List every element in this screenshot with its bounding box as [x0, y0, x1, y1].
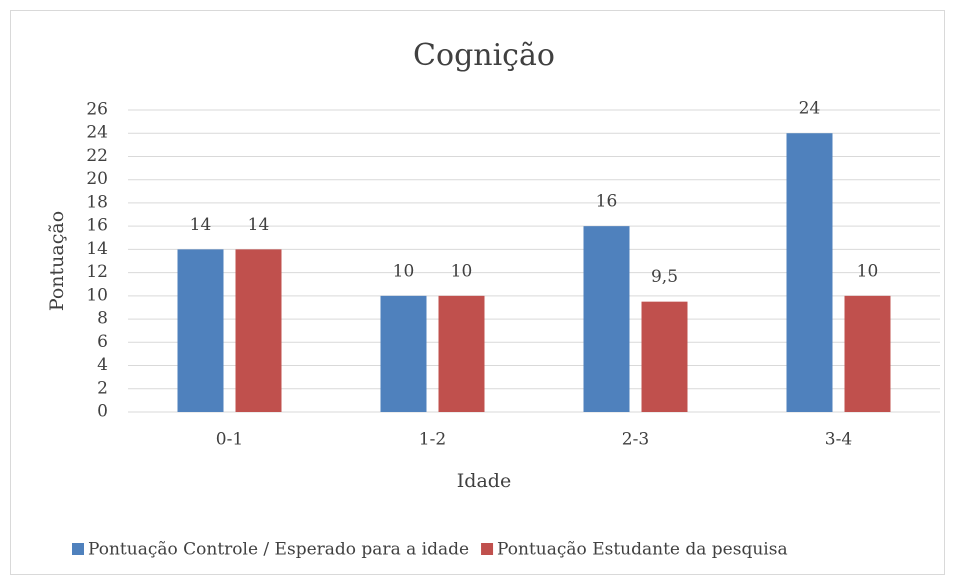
y-tick-label: 24	[86, 123, 108, 143]
y-tick-label: 18	[86, 192, 108, 212]
bar	[177, 249, 224, 412]
bar	[641, 301, 688, 412]
x-tick-label: 0-1	[216, 430, 243, 450]
y-tick-label: 20	[86, 169, 108, 189]
y-tick-label: 6	[97, 332, 108, 352]
x-tick-label: 2-3	[622, 430, 649, 450]
y-tick-label: 12	[86, 262, 108, 282]
y-tick-label: 26	[86, 100, 108, 120]
x-axis-label: Idade	[457, 470, 511, 492]
bar	[844, 295, 891, 412]
y-tick-label: 22	[86, 146, 108, 166]
x-tick-label: 1-2	[419, 430, 446, 450]
y-tick-label: 10	[86, 285, 108, 305]
chart-title: Cognição	[413, 38, 555, 73]
x-tick-label: 3-4	[825, 430, 852, 450]
y-tick-label: 4	[97, 355, 108, 375]
y-tick-label: 2	[97, 378, 108, 398]
bar	[786, 133, 833, 412]
data-label: 10	[451, 261, 473, 281]
data-label: 14	[248, 215, 270, 235]
data-label: 16	[596, 192, 618, 212]
y-tick-label: 0	[97, 402, 108, 422]
bar	[235, 249, 282, 412]
data-label: 10	[393, 261, 415, 281]
y-axis-label: Pontuação	[46, 211, 68, 311]
y-tick-label: 14	[86, 239, 108, 259]
bar	[583, 226, 630, 412]
data-label: 24	[799, 99, 821, 119]
y-tick-label: 16	[86, 216, 108, 236]
bar	[438, 295, 485, 412]
legend-swatch	[72, 543, 84, 555]
y-tick-label: 8	[97, 309, 108, 329]
legend-label: Pontuação Controle / Esperado para a ida…	[88, 540, 469, 560]
bar	[380, 295, 427, 412]
data-label: 14	[190, 215, 212, 235]
legend-label: Pontuação Estudante da pesquisa	[497, 540, 788, 560]
legend-swatch	[481, 543, 494, 555]
data-label: 10	[857, 261, 879, 281]
data-label: 9,5	[651, 267, 678, 287]
